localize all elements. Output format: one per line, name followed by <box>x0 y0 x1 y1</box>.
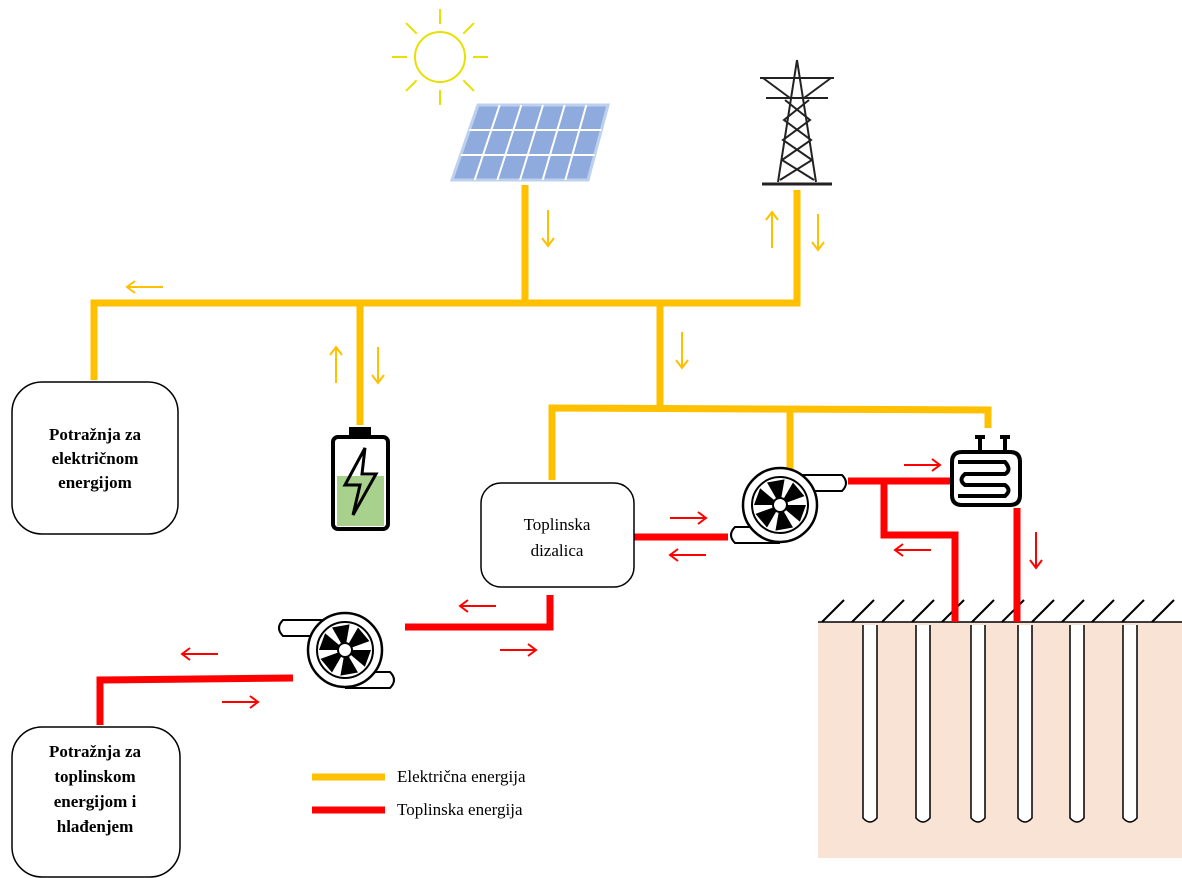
boreholes <box>862 625 1138 823</box>
power-pylon <box>760 59 834 186</box>
hatch <box>971 599 995 623</box>
hatch <box>1001 599 1025 623</box>
hatch <box>1061 599 1085 623</box>
node-label: dizalica <box>531 541 584 560</box>
node-label: Potražnja za <box>49 425 142 444</box>
flow-arrow <box>765 210 779 248</box>
node-label: Toplinska <box>524 515 591 534</box>
borehole <box>915 625 931 823</box>
hatch <box>851 599 875 623</box>
flow-arrow <box>458 599 496 613</box>
panel-cell <box>564 104 588 181</box>
hatch <box>1121 599 1145 623</box>
borehole <box>1122 625 1138 823</box>
circulation-pump <box>730 466 847 544</box>
circulation-pump <box>278 611 395 689</box>
flow-arrow <box>180 647 218 661</box>
flow-arrow <box>541 210 555 248</box>
sun-ray <box>405 22 418 35</box>
heat-exchanger <box>950 435 1022 507</box>
flow-arrow <box>670 511 708 525</box>
flow-arrow <box>125 280 163 294</box>
node-label: električnom <box>52 449 139 468</box>
electric-lines <box>90 185 992 480</box>
panel-cell <box>541 104 566 181</box>
hatch <box>821 599 845 623</box>
flow-arrow <box>904 458 942 472</box>
heat-lines <box>96 477 1021 725</box>
flow-arrow <box>893 543 931 557</box>
hatch <box>1091 599 1115 623</box>
electric-demand-box <box>11 381 179 535</box>
flow-arrow <box>1029 532 1043 570</box>
sun <box>392 9 488 105</box>
legend-label: Toplinska energija <box>397 800 523 819</box>
ground-hatch <box>821 599 1175 623</box>
flow-arrow <box>668 548 706 562</box>
flow-arrow <box>811 214 825 252</box>
sun-ray <box>462 79 475 92</box>
hatch <box>1031 599 1055 623</box>
node-label: energijom <box>58 473 132 492</box>
heat-demand-box <box>11 726 181 878</box>
node-label: Potražnja za <box>49 742 142 761</box>
flow-arrow <box>500 643 538 657</box>
solar-panel <box>449 103 610 182</box>
sun-ray <box>462 22 475 35</box>
flow-arrow <box>371 347 385 385</box>
hatch <box>1151 599 1175 623</box>
node-label: hlađenjem <box>57 817 134 836</box>
node-label: toplinskom <box>54 767 135 786</box>
panel-cell <box>496 104 523 181</box>
panel-cell <box>519 104 544 181</box>
flow-arrow <box>675 332 689 370</box>
borehole <box>970 625 986 823</box>
borehole <box>1069 625 1085 823</box>
heat-pump-box <box>480 482 635 588</box>
hatch <box>881 599 905 623</box>
legend-label: Električna energija <box>397 767 526 786</box>
sun-ray <box>405 79 418 92</box>
flow-arrow <box>222 695 260 709</box>
node-label: energijom i <box>54 792 137 811</box>
ground <box>818 622 1182 858</box>
battery <box>331 427 390 531</box>
borehole <box>1017 625 1033 823</box>
hatch <box>911 599 935 623</box>
panel-cell <box>473 104 501 181</box>
flow-arrow <box>329 345 343 383</box>
flow-arrows <box>125 210 1043 709</box>
borehole <box>862 625 878 823</box>
